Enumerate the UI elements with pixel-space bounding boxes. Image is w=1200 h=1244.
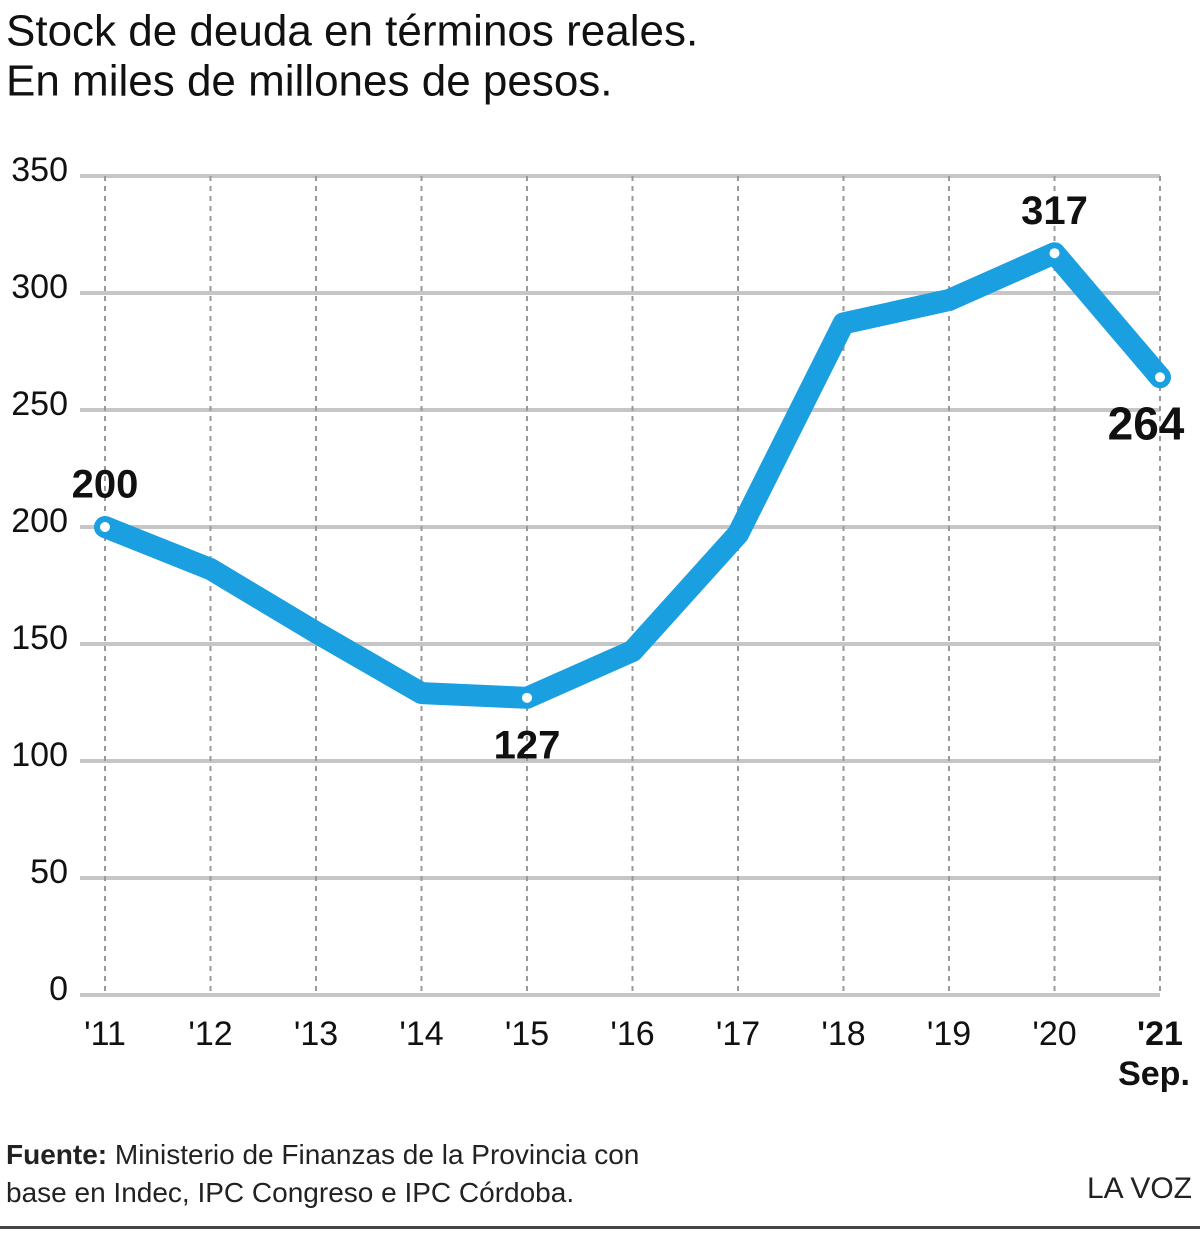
x-tick-label-line: '16 (610, 1015, 654, 1053)
y-tick-label: 250 (11, 385, 68, 423)
x-tick-label-line: '15 (505, 1015, 549, 1053)
x-tick-label-line: '17 (716, 1015, 760, 1053)
x-tick-label-line: '12 (188, 1015, 232, 1053)
data-line (94, 242, 1171, 709)
x-tick-label-line: '20 (1032, 1015, 1076, 1053)
x-tick-label: '16 (610, 1015, 654, 1053)
data-point (1155, 372, 1165, 383)
source-label: Fuente: (6, 1139, 108, 1170)
data-label: 127 (494, 723, 561, 767)
x-tick-label-line: '13 (294, 1015, 338, 1053)
y-tick-label: 150 (11, 619, 68, 657)
brand: LA VOZ (1086, 1172, 1192, 1205)
chart-title: Stock de deuda en términos reales. (6, 7, 698, 56)
data-point (1049, 248, 1060, 259)
x-tick-label-line: Sep. (1118, 1055, 1190, 1093)
x-tick-label: '13 (294, 1015, 338, 1053)
data-label: 264 (1108, 397, 1185, 449)
chart-subtitle: En miles de millones de pesos. (6, 57, 613, 106)
source-text: Ministerio de Finanzas de la Provincia c… (6, 1139, 640, 1208)
x-tick-label: '18 (821, 1015, 865, 1053)
x-tick-label: '15 (505, 1015, 549, 1053)
x-tick-label: '12 (188, 1015, 232, 1053)
bottom-rule (0, 1226, 1200, 1229)
data-label: 200 (72, 463, 139, 507)
y-tick-label: 50 (30, 853, 68, 891)
y-tick-label: 0 (49, 970, 68, 1008)
x-tick-label: '17 (716, 1015, 760, 1053)
x-tick-label-line: '21 (1137, 1015, 1183, 1053)
x-tick-label: '21 Sep. (1118, 1015, 1190, 1093)
data-point (100, 522, 110, 532)
x-tick-label-line: '11 (84, 1015, 126, 1053)
x-tick-label-line: '18 (821, 1015, 865, 1053)
y-tick-label: 100 (11, 736, 68, 774)
data-label: 317 (1021, 189, 1088, 233)
y-tick-label: 350 (11, 151, 68, 189)
source: Fuente: Ministerio de Finanzas de la Pro… (6, 1136, 706, 1212)
x-tick-label-line: '19 (927, 1015, 971, 1053)
x-tick-label: '14 (399, 1015, 443, 1053)
y-tick-label: 300 (11, 268, 68, 306)
x-tick-label: '11 (84, 1015, 126, 1053)
x-tick-label-line: '14 (399, 1015, 443, 1053)
x-tick-label: '20 (1032, 1015, 1076, 1053)
y-tick-label: 200 (11, 502, 68, 540)
data-point (522, 692, 532, 703)
x-tick-label: '19 (927, 1015, 971, 1053)
